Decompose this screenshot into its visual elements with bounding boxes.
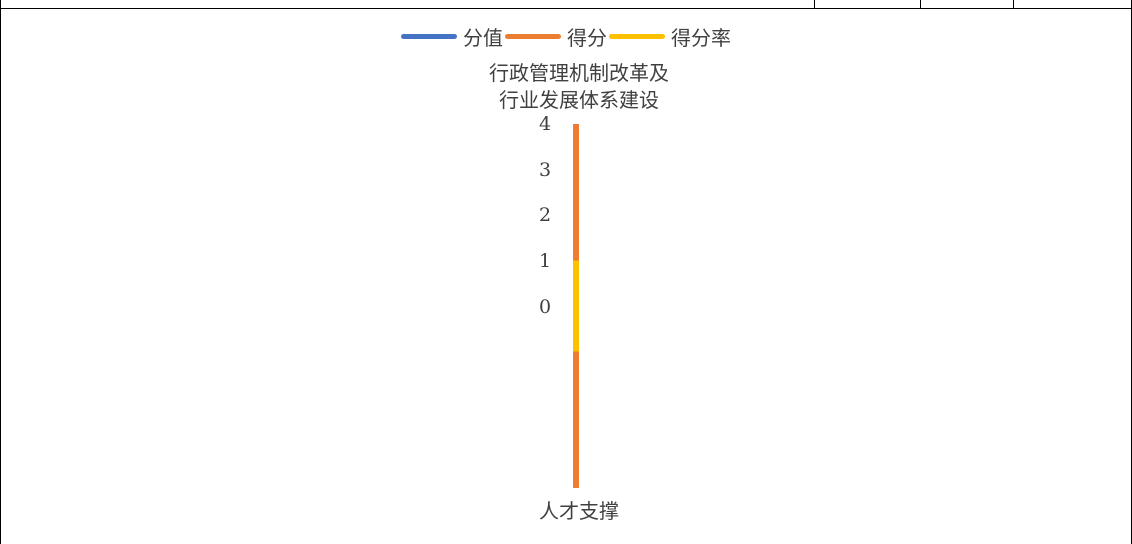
radial-tick-label: 1 (538, 250, 552, 272)
radial-tick-label: 2 (538, 204, 552, 226)
category-label-line: 人才支撑 (539, 499, 619, 523)
legend-swatch (505, 34, 561, 39)
category-label-line: 行业发展体系建设 (499, 88, 659, 112)
table-border-left (0, 0, 1, 544)
radial-tick-label: 0 (538, 296, 552, 318)
category-label-bottom: 人才支撑 (0, 498, 1132, 525)
category-label-top: 行政管理机制改革及 行业发展体系建设 (0, 60, 1132, 114)
radial-tick-label: 3 (538, 159, 552, 181)
legend-swatch (401, 34, 457, 39)
legend-item: 得分率 (609, 22, 731, 51)
category-label-line: 行政管理机制改革及 (489, 61, 669, 85)
radial-tick-label: 4 (538, 113, 552, 135)
legend-label: 得分率 (671, 26, 731, 50)
table-border-top (0, 8, 1132, 9)
legend-label: 分值 (463, 26, 503, 50)
legend-item: 得分 (505, 22, 607, 51)
legend-swatch (609, 34, 665, 39)
table-cell-divider (814, 0, 815, 8)
legend-label: 得分 (567, 26, 607, 50)
table-cell-divider (1013, 0, 1014, 8)
legend-item: 分值 (401, 22, 503, 51)
chart-legend: 分值 得分 得分率 (0, 22, 1132, 51)
table-cell-divider (920, 0, 921, 8)
